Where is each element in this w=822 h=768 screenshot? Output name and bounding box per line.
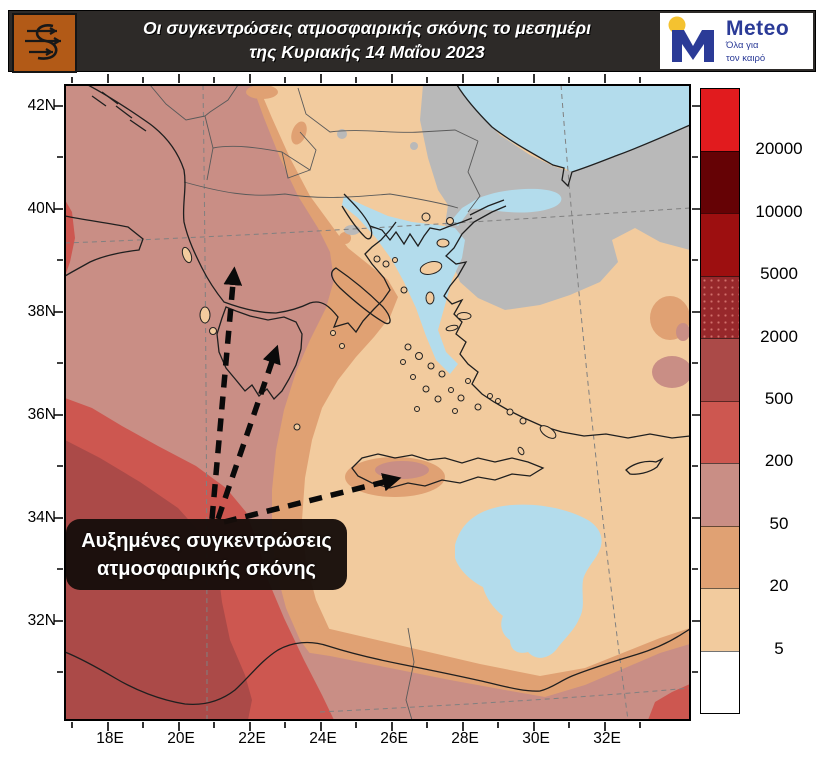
crete-mauve-spot xyxy=(375,461,429,479)
legend-seg-2000-5000 xyxy=(701,275,739,338)
aegean-islands xyxy=(181,212,557,456)
meteo-brand-name: Meteo xyxy=(726,16,790,40)
dardanelles xyxy=(469,199,507,223)
annotation-arrows xyxy=(209,266,402,525)
country-borders xyxy=(149,85,481,720)
y-tick-36n: 36N xyxy=(27,406,56,423)
legend-label-20: 20 xyxy=(769,576,789,595)
header-title: Οι συγκεντρώσεις ατμοσφαιρικής σκόνης το… xyxy=(79,11,655,71)
arrow-nw-greece xyxy=(209,266,243,520)
annotation-line-1: Αυξημένες συγκεντρώσεις xyxy=(81,529,332,552)
axis-ticks xyxy=(54,74,701,731)
skyros xyxy=(400,286,408,294)
meteo-tagline-1: Όλα για xyxy=(726,39,759,51)
arrow-crete xyxy=(223,473,402,525)
legend-seg-gt20000 xyxy=(701,89,739,151)
black-sea xyxy=(457,85,690,172)
x-tick-24e: 24E xyxy=(309,730,337,747)
y-tick-42n: 42N xyxy=(27,97,56,114)
legend-seg-50-200 xyxy=(701,463,739,526)
cyprus xyxy=(625,457,664,475)
legend-label-50: 50 xyxy=(769,514,789,533)
sea-of-marmara xyxy=(450,188,562,226)
dust-band-200-500-sliver xyxy=(65,200,75,276)
halkidiki-thrace xyxy=(369,217,473,248)
legend-seg-5-20 xyxy=(701,588,739,651)
map-field xyxy=(65,85,690,720)
legend-seg-500-2000 xyxy=(701,338,739,401)
title-line-1: Οι συγκεντρώσεις ατμοσφαιρικής σκόνης το… xyxy=(143,18,591,39)
euboea xyxy=(330,267,391,325)
croatia-islands xyxy=(91,91,147,132)
header: Οι συγκεντρώσεις ατμοσφαιρικής σκόνης το… xyxy=(8,10,816,73)
balkan-west-coast xyxy=(87,85,384,334)
clean-sea-regions xyxy=(342,85,690,658)
x-tick-26e: 26E xyxy=(380,730,408,747)
dust-band-50-200-africa xyxy=(270,644,690,720)
kefalonia xyxy=(199,306,211,324)
meteo-m-icon xyxy=(664,15,726,67)
aegean-low-dust-band xyxy=(342,196,465,374)
legend-label-5: 5 xyxy=(774,639,784,658)
legend-label-20000: 20000 xyxy=(755,139,803,158)
annotation-callout: Αυξημένες συγκεντρώσεις ατμοσφαιρικής σκ… xyxy=(66,519,347,590)
sea-south-of-crete xyxy=(455,504,602,658)
peloponnese xyxy=(216,306,303,401)
turkey-aegean-south-coast xyxy=(443,221,690,439)
meteo-wordmark: Meteo Όλα για τον καιρό xyxy=(726,18,789,65)
legend-label-500: 500 xyxy=(764,389,794,408)
legend-seg-5000-10000 xyxy=(701,213,739,276)
lesbos xyxy=(419,261,443,275)
dust-s-arrows-icon xyxy=(24,24,61,60)
arrow-central-greece xyxy=(215,344,281,520)
x-tick-30e: 30E xyxy=(522,730,550,747)
legend-label-2000: 2000 xyxy=(760,327,798,346)
legend-seg-lt5 xyxy=(701,650,739,713)
chios xyxy=(425,291,435,305)
x-tick-22e: 22E xyxy=(238,730,266,747)
legend-seg-10000-20000 xyxy=(701,150,739,213)
graticule xyxy=(65,85,690,720)
y-tick-34n: 34N xyxy=(27,509,56,526)
rhodes xyxy=(539,425,557,439)
dust-logo xyxy=(12,13,77,73)
x-tick-32e: 32E xyxy=(593,730,621,747)
crete-outline xyxy=(351,453,545,489)
legend-label-5000: 5000 xyxy=(760,264,798,283)
dust-band-200-500-secorner xyxy=(648,684,690,720)
black-sea-coast xyxy=(456,85,690,188)
legend-label-10000: 10000 xyxy=(755,202,803,221)
legend-label-200: 200 xyxy=(764,451,794,470)
y-tick-40n: 40N xyxy=(27,200,56,217)
x-tick-28e: 28E xyxy=(451,730,479,747)
legend-colorbar xyxy=(700,88,740,714)
x-tick-20e: 20E xyxy=(167,730,195,747)
kythira xyxy=(293,423,301,431)
north-africa-coast xyxy=(65,628,690,706)
annotation-line-2: ατμοσφαιρικής σκόνης xyxy=(97,557,316,580)
meteo-tagline-2: τον καιρό xyxy=(726,52,766,64)
title-line-2: της Κυριακής 14 Μαΐου 2023 xyxy=(249,42,485,62)
samos xyxy=(456,312,472,320)
legend-seg-20-50 xyxy=(701,525,739,588)
corfu xyxy=(181,246,193,264)
y-tick-38n: 38N xyxy=(27,303,56,320)
thessaly-coast xyxy=(364,221,397,301)
legend-seg-200-500 xyxy=(701,400,739,463)
x-tick-18e: 18E xyxy=(96,730,124,747)
zakynthos xyxy=(209,327,217,335)
meteo-logo: Meteo Όλα για τον καιρό xyxy=(660,13,813,69)
y-tick-32n: 32N xyxy=(27,612,56,629)
thermaikos xyxy=(341,193,373,240)
coastlines xyxy=(65,85,690,706)
italy-heel xyxy=(65,215,144,277)
map-frame xyxy=(64,84,691,721)
